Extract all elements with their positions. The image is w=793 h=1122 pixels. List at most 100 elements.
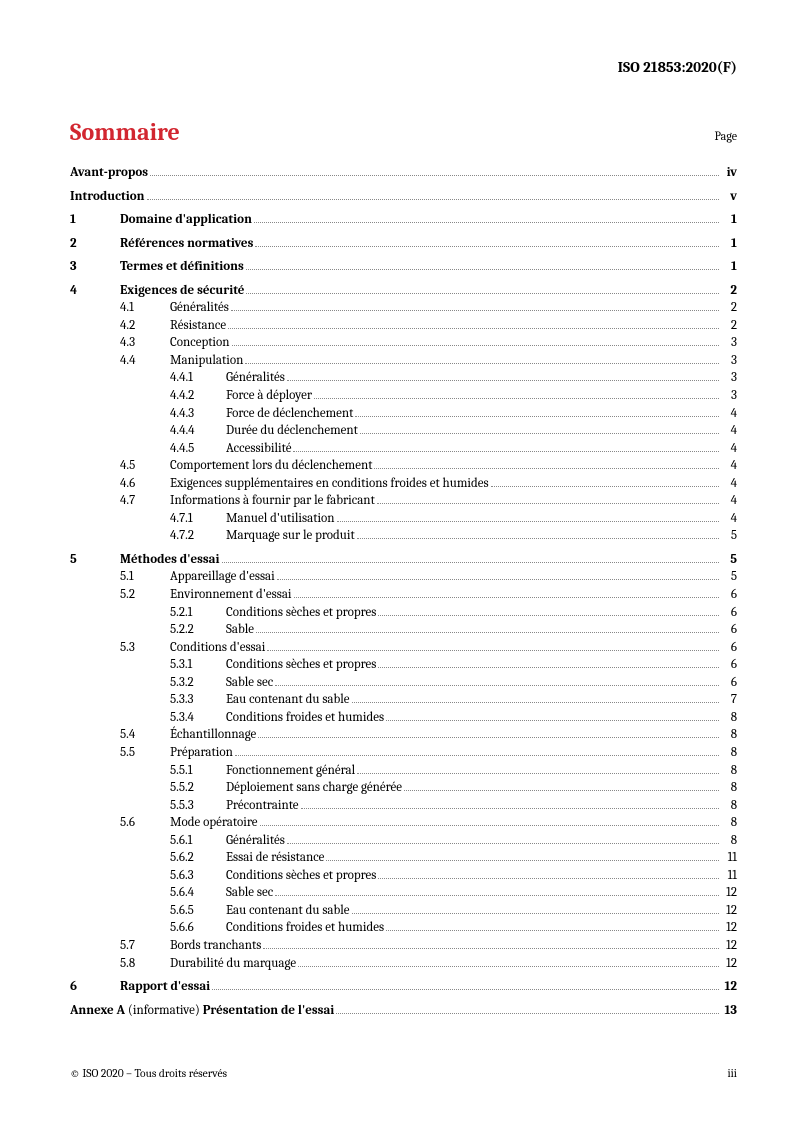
- entry-number: 4.2: [120, 317, 170, 335]
- entry-title: Conception: [170, 334, 230, 352]
- entry-number: 5.6.4: [170, 884, 226, 902]
- entry-number: 5.3.2: [170, 674, 226, 692]
- leader-dots: [246, 269, 719, 270]
- entry-page: 12: [721, 978, 737, 996]
- entry-number: 5.3.1: [170, 656, 226, 674]
- entry-page: 6: [721, 639, 737, 657]
- entry-title: Manuel d'utilisation: [226, 510, 335, 528]
- toc-entry: 5.3.1Conditions sèches et propres6: [70, 656, 737, 674]
- toc-entry: 4.7.1Manuel d'utilisation4: [70, 510, 737, 528]
- entry-title: Eau contenant du sable: [226, 902, 350, 920]
- entry-page: 7: [721, 691, 737, 709]
- entry-page: 5: [721, 527, 737, 545]
- entry-title: Généralités: [226, 832, 285, 850]
- toc-entry: Introductionv: [70, 188, 737, 206]
- entry-number: 5.5.1: [170, 762, 226, 780]
- entry-number: 5.6.3: [170, 867, 226, 885]
- entry-title: Durabilité du marquage: [170, 955, 296, 973]
- entry-title: Accessibilité: [226, 440, 291, 458]
- entry-number: 5.6.6: [170, 919, 226, 937]
- toc-entry: 4.2Résistance 2: [70, 317, 737, 335]
- entry-number: 5.6.5: [170, 902, 226, 920]
- entry-page: 4: [721, 422, 737, 440]
- leader-dots: [235, 755, 719, 756]
- toc-entry: 5.5Préparation8: [70, 744, 737, 762]
- toc-entry: 5.6.2Essai de résistance11: [70, 849, 737, 867]
- entry-number: 4.7.2: [170, 527, 226, 545]
- entry-number: 5.5: [120, 744, 170, 762]
- entry-page: 8: [721, 814, 737, 832]
- copyright-text: © ISO 2020 – Tous droits réservés: [70, 1067, 227, 1080]
- leader-dots: [222, 562, 719, 563]
- leader-dots: [378, 615, 719, 616]
- entry-title: Conditions sèches et propres: [226, 604, 376, 622]
- entry-page: 8: [721, 709, 737, 727]
- entry-number: 4.4.1: [170, 369, 226, 387]
- entry-number: 4: [70, 282, 120, 300]
- leader-dots: [326, 860, 719, 861]
- entry-page: 11: [721, 867, 737, 885]
- toc-entry: 5.2.2Sable6: [70, 621, 737, 639]
- toc-entry: 4Exigences de sécurité2: [70, 282, 737, 300]
- entry-title: Comportement lors du déclenchement: [170, 457, 372, 475]
- entry-title: Résistance: [170, 317, 226, 335]
- entry-number: 4.1: [120, 299, 170, 317]
- toc-entry: 4.4.2Force à déployer3: [70, 387, 737, 405]
- entry-page: 1: [721, 235, 737, 253]
- entry-title: Force à déployer: [226, 387, 312, 405]
- entry-number: 5.2: [120, 586, 170, 604]
- entry-title: Sable sec: [226, 674, 273, 692]
- entry-title: Environnement d'essai: [170, 586, 292, 604]
- leader-dots: [275, 895, 719, 896]
- entry-page: iv: [721, 164, 737, 182]
- entry-number: 5.2.2: [170, 621, 226, 639]
- entry-title: Méthodes d'essai: [120, 551, 220, 569]
- leader-dots: [386, 720, 719, 721]
- entry-number: 2: [70, 235, 120, 253]
- leader-dots: [263, 948, 719, 949]
- entry-title: Généralités: [226, 369, 285, 387]
- entry-page: 8: [721, 797, 737, 815]
- toc-entry: 5Méthodes d'essai5: [70, 551, 737, 569]
- toc-entry: 1Domaine d'application1: [70, 211, 737, 229]
- entry-number: 4.5: [120, 457, 170, 475]
- entry-title: Généralités: [170, 299, 229, 317]
- toc-entry: 5.6.3Conditions sèches et propres11: [70, 867, 737, 885]
- entry-title: Bords tranchants: [170, 937, 261, 955]
- entry-title: Références normatives: [120, 235, 253, 253]
- entry-page: 3: [721, 334, 737, 352]
- toc-entry: 6Rapport d'essai12: [70, 978, 737, 996]
- entry-page: 3: [721, 352, 737, 370]
- leader-dots: [231, 310, 719, 311]
- entry-title: Termes et définitions: [120, 258, 244, 276]
- leader-dots: [287, 843, 719, 844]
- entry-page: 6: [721, 656, 737, 674]
- leader-dots: [357, 538, 719, 539]
- leader-dots: [256, 632, 719, 633]
- entry-page: 13: [721, 1002, 737, 1020]
- leader-dots: [355, 416, 719, 417]
- entry-title: Sable sec: [226, 884, 273, 902]
- leader-dots: [258, 737, 719, 738]
- entry-title: Durée du déclenchement: [226, 422, 358, 440]
- entry-title: Déploiement sans charge générée: [226, 779, 402, 797]
- entry-number: 4.4: [120, 352, 170, 370]
- entry-page: 2: [721, 317, 737, 335]
- entry-title: Marquage sur le produit: [226, 527, 355, 545]
- toc-entry: 5.6.5Eau contenant du sable12: [70, 902, 737, 920]
- toc-entry: 4.4.3Force de déclenchement4: [70, 405, 737, 423]
- entry-title: Annexe A (informative) Présentation de l…: [70, 1002, 334, 1020]
- toc-entry: 5.5.2Déploiement sans charge générée8: [70, 779, 737, 797]
- entry-number: 5.8: [120, 955, 170, 973]
- entry-number: 5.7: [120, 937, 170, 955]
- entry-title: Exigences de sécurité: [120, 282, 244, 300]
- entry-title: Eau contenant du sable: [226, 691, 350, 709]
- leader-dots: [255, 246, 719, 247]
- toc-entry: 5.5.3Précontrainte8: [70, 797, 737, 815]
- toc-entry: 4.1Généralités2: [70, 299, 737, 317]
- leader-dots: [374, 468, 719, 469]
- leader-dots: [357, 773, 719, 774]
- toc-entry: 5.6.6Conditions froides et humides12: [70, 919, 737, 937]
- entry-page: 4: [721, 510, 737, 528]
- entry-page: 12: [721, 884, 737, 902]
